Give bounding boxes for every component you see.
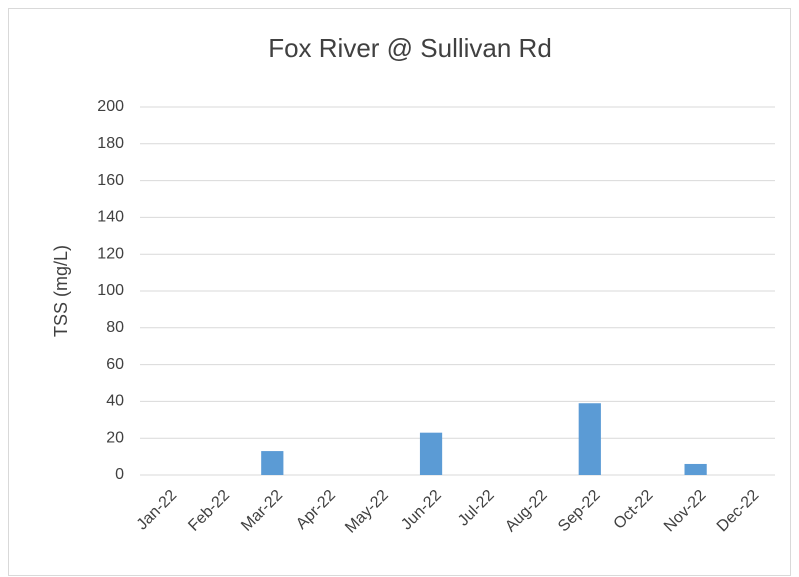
bar [261, 451, 284, 475]
y-tick-label: 160 [97, 172, 124, 189]
y-tick-label: 200 [97, 98, 124, 115]
y-axis-label: TSS (mg/L) [51, 245, 71, 337]
chart-border [8, 8, 791, 576]
y-tick-label: 20 [106, 429, 124, 446]
y-tick-label: 180 [97, 135, 124, 152]
y-tick-label: 120 [97, 245, 124, 262]
y-tick-label: 80 [106, 319, 124, 336]
y-tick-label: 100 [97, 282, 124, 299]
y-tick-label: 40 [106, 393, 124, 410]
y-tick-label: 60 [106, 356, 124, 373]
y-tick-label: 0 [115, 466, 124, 483]
bar [419, 432, 443, 475]
y-tick-label: 140 [97, 209, 124, 226]
bar [578, 403, 601, 475]
chart-title: Fox River @ Sullivan Rd [268, 33, 552, 63]
bar [684, 463, 707, 475]
